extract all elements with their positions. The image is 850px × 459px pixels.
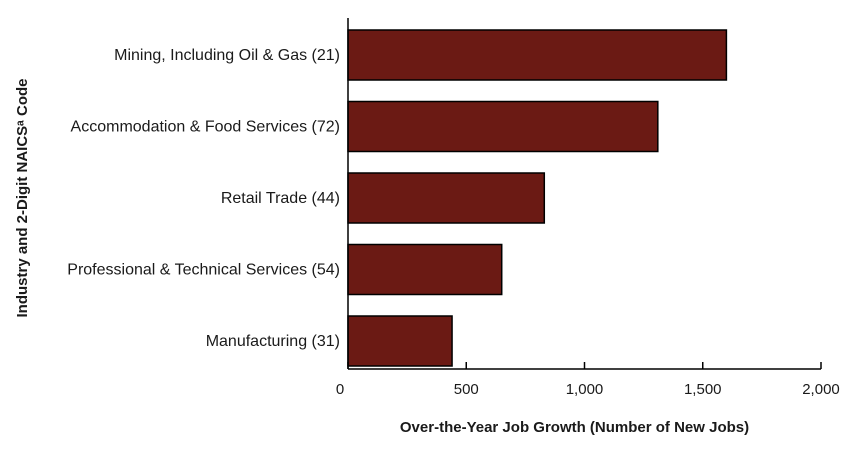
x-axis-title: Over-the-Year Job Growth (Number of New … xyxy=(400,419,749,436)
x-tick-label-1: 500 xyxy=(454,381,479,398)
bar-3 xyxy=(347,243,503,296)
x-tick-label-0: 0 xyxy=(336,381,344,398)
x-tick-label-3: 1,500 xyxy=(684,381,722,398)
category-labels: Mining, Including Oil & Gas (21) Accommod… xyxy=(67,47,340,350)
category-label-2: Retail Trade (44) xyxy=(221,190,340,207)
category-label-1: Accommodation & Food Services (72) xyxy=(71,119,340,136)
x-axis-ticks: 0 500 1,000 1,500 2,000 xyxy=(336,362,840,398)
x-tick-label-2: 1,000 xyxy=(566,381,604,398)
bar-0 xyxy=(347,29,728,81)
category-label-3: Professional & Technical Services (54) xyxy=(67,262,340,279)
bars-layer xyxy=(347,29,728,367)
bar-2 xyxy=(347,172,546,224)
bar-4 xyxy=(347,315,453,367)
category-label-4: Manufacturing (31) xyxy=(206,333,340,350)
x-tick-label-4: 2,000 xyxy=(802,381,840,398)
category-label-0: Mining, Including Oil & Gas (21) xyxy=(114,47,340,64)
y-axis-title: Industry and 2-Digit NAICSᵃ Code xyxy=(14,78,31,317)
bar-1 xyxy=(347,100,659,153)
